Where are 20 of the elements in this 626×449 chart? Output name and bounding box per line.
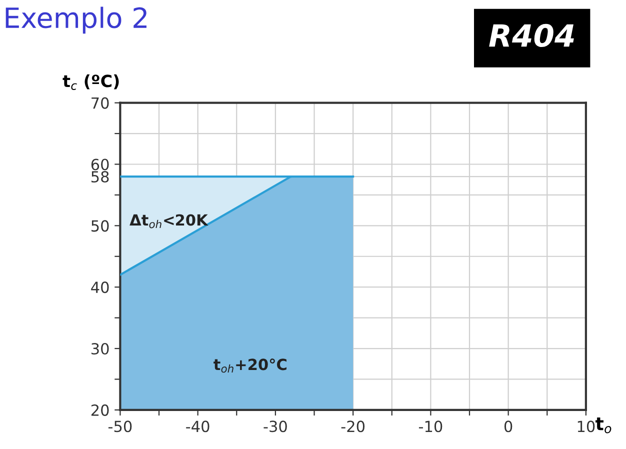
chart-title: Exemplo 2 <box>6 6 146 34</box>
y-axis-title: t$_{c}$ (ºC) <box>62 74 119 90</box>
y-tick-label: 40 <box>91 282 109 294</box>
text: R404 <box>489 24 574 48</box>
y-tick-label: 70 <box>92 97 109 109</box>
y-tick-label: 20 <box>91 404 109 416</box>
x-axis-title: t$_{o}$ <box>595 417 612 434</box>
y-tick-label: 58 <box>92 170 109 183</box>
x-tick-label: -30 <box>264 420 287 432</box>
annotation: Δt$_{oh}$<20K <box>130 214 208 228</box>
y-tick-label: 50 <box>92 220 109 232</box>
y-tick-label: 60 <box>91 158 109 170</box>
annotation: t$_{oh}$+20°C <box>214 358 286 373</box>
x-tick-label: -50 <box>108 420 132 432</box>
x-tick-label: 10 <box>578 420 595 432</box>
x-tick-label: -20 <box>341 420 365 432</box>
x-tick-label: -10 <box>418 420 442 432</box>
x-tick-label: -40 <box>186 420 210 432</box>
y-tick-label: 30 <box>92 342 109 355</box>
x-tick-label: 0 <box>504 420 512 432</box>
